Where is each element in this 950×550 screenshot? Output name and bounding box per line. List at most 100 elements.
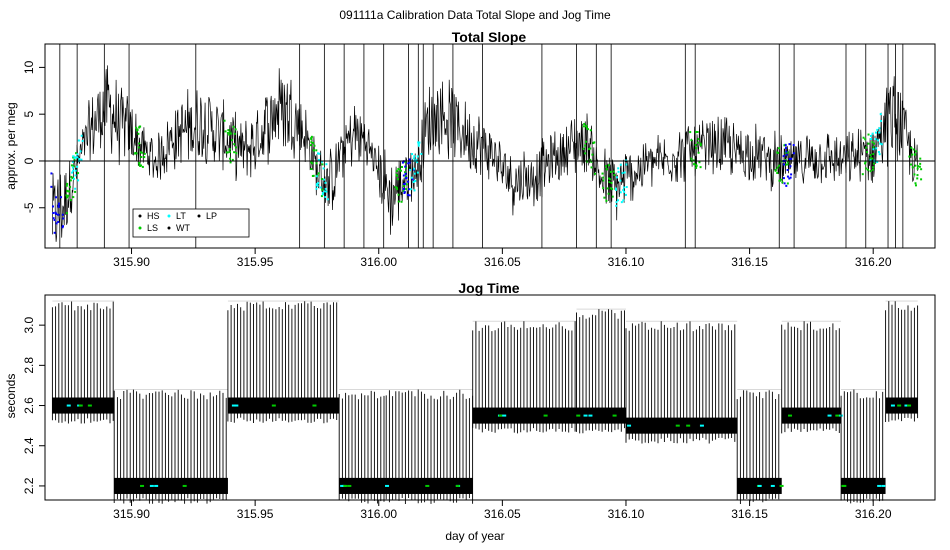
total-slope-point <box>404 165 407 168</box>
total-slope-point <box>72 196 75 199</box>
jog-time-series-line <box>885 301 919 422</box>
total-slope-point <box>55 222 58 225</box>
total-slope-point <box>232 125 235 128</box>
jog-time-xtick-label: 316.00 <box>360 507 397 521</box>
total-slope-point <box>873 142 876 145</box>
total-slope-point <box>76 153 79 156</box>
total-slope-point <box>321 191 324 194</box>
jog-time-series-line <box>625 321 736 444</box>
total-slope-point <box>405 176 408 179</box>
total-slope-point <box>411 178 414 181</box>
total-slope-point <box>57 205 60 208</box>
total-slope-point <box>788 158 791 161</box>
jog-time-point <box>234 404 239 407</box>
total-slope-point <box>625 186 628 189</box>
total-slope-point <box>61 213 64 216</box>
total-slope-point <box>623 186 626 189</box>
total-slope-point <box>319 186 322 189</box>
total-slope-point <box>137 146 140 149</box>
total-slope-point <box>590 166 593 169</box>
total-slope-point <box>139 151 142 154</box>
total-slope-point <box>615 176 618 179</box>
total-slope-point <box>792 152 795 155</box>
total-slope-point <box>233 151 236 154</box>
jog-time-point <box>699 424 704 427</box>
total-slope-point <box>407 162 410 165</box>
total-slope-point <box>871 168 874 171</box>
total-slope-point <box>784 144 787 147</box>
total-slope-point <box>789 176 792 179</box>
total-slope-point <box>326 198 329 201</box>
total-slope-point <box>416 171 419 174</box>
total-slope-point <box>871 132 874 135</box>
total-slope-point <box>72 156 75 159</box>
total-slope-point <box>864 167 867 170</box>
jog-time-band <box>52 397 115 414</box>
total-slope-point <box>70 175 73 178</box>
total-slope-point <box>778 164 781 167</box>
total-slope-point <box>235 152 238 155</box>
jog-time-point <box>881 484 886 487</box>
total-slope-point <box>139 164 142 167</box>
total-slope-point <box>317 172 320 175</box>
total-slope-point <box>615 204 618 207</box>
total-slope-point <box>879 113 882 116</box>
total-slope-point <box>694 143 697 146</box>
total-slope-point <box>317 158 320 161</box>
total-slope-point <box>57 220 60 223</box>
total-slope-ytick-label: 10 <box>22 60 36 74</box>
jog-time-point <box>425 484 430 487</box>
total-slope-point <box>866 151 869 154</box>
total-slope-point <box>315 175 318 178</box>
total-slope-point <box>916 167 919 170</box>
total-slope-point <box>697 138 700 141</box>
total-slope-point <box>864 162 867 165</box>
total-slope-point <box>872 153 875 156</box>
total-slope-point <box>913 153 916 156</box>
legend-marker-wt <box>167 226 171 230</box>
total-slope-point <box>403 182 406 185</box>
total-slope-point <box>695 166 698 169</box>
total-slope-point <box>226 132 229 135</box>
total-slope-point <box>697 151 700 154</box>
total-slope-point <box>602 179 605 182</box>
total-slope-point <box>872 162 875 165</box>
total-slope-point <box>323 178 326 181</box>
total-slope-point <box>320 195 323 198</box>
total-slope-point <box>69 185 72 188</box>
total-slope-point <box>872 146 875 149</box>
total-slope-point <box>138 142 141 145</box>
total-slope-point <box>695 130 698 133</box>
total-slope-point <box>623 171 626 174</box>
total-slope-point <box>920 168 923 171</box>
jog-time-point <box>842 484 847 487</box>
total-slope-point <box>65 184 68 187</box>
jog-time-point <box>877 484 882 487</box>
jog-time-frame <box>44 294 936 501</box>
total-slope-point <box>66 189 69 192</box>
total-slope-point <box>140 156 143 159</box>
total-slope-point <box>877 150 880 153</box>
total-slope-point <box>786 160 789 163</box>
total-slope-point <box>876 128 879 131</box>
total-slope-point <box>413 155 416 158</box>
jog-time-point <box>154 484 159 487</box>
total-slope-point <box>872 148 875 151</box>
total-slope-point <box>606 187 609 190</box>
total-slope-point <box>66 182 69 185</box>
total-slope-point <box>874 138 877 141</box>
jog-time-band <box>227 397 340 414</box>
jog-time-point <box>343 484 348 487</box>
total-slope-point <box>395 173 398 176</box>
total-slope-point <box>786 163 789 166</box>
total-slope-point <box>878 131 881 134</box>
total-slope-point <box>874 131 877 134</box>
total-slope-point <box>396 174 399 177</box>
figure-title: 091111a Calibration Data Total Slope and… <box>339 8 611 22</box>
jog-time-point <box>347 484 352 487</box>
total-slope-point <box>412 157 415 160</box>
jog-time-ytick-label: 2.8 <box>22 357 36 374</box>
total-slope-point <box>413 189 416 192</box>
total-slope-point <box>69 179 72 182</box>
total-slope-point <box>867 133 870 136</box>
